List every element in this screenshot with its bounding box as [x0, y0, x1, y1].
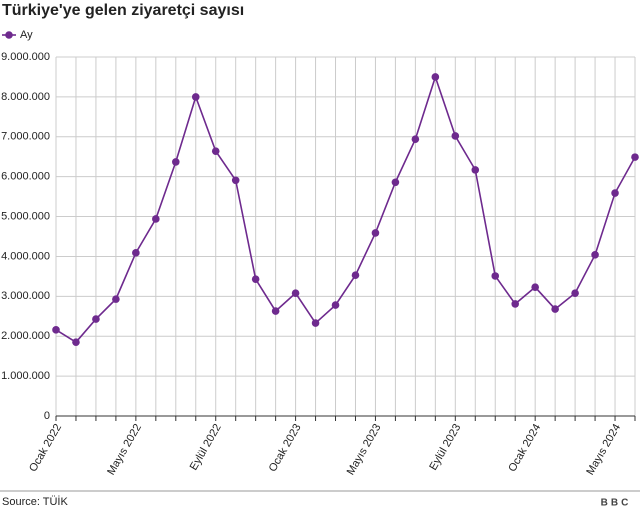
x-tick-label: Mayıs 2022 [105, 422, 144, 477]
source: Source: TÜİK [2, 495, 68, 508]
point [531, 283, 539, 291]
y-tick-label: 3.000.000 [1, 290, 50, 302]
legend-label: Ay [20, 29, 33, 41]
point [271, 307, 280, 315]
point [511, 300, 520, 308]
y-tick-label: 9.000.000 [1, 51, 50, 63]
point [72, 338, 80, 347]
x-tick-label: Mayıs 2024 [584, 422, 623, 477]
point [211, 147, 220, 155]
logo: BBC [601, 498, 632, 509]
point [92, 315, 100, 323]
y-tick-label: 7.000.000 [1, 131, 50, 143]
point [191, 93, 200, 101]
legend-marker [5, 31, 13, 39]
point [112, 295, 120, 303]
point [431, 73, 440, 81]
x-tick-label: Eylül 2023 [427, 422, 463, 472]
point [551, 305, 559, 313]
point [451, 132, 460, 140]
point [171, 158, 180, 166]
point [351, 271, 360, 279]
x-tick-label: Ocak 2024 [506, 422, 543, 474]
y-tick-label: 0 [44, 410, 50, 422]
point [311, 319, 320, 327]
point [132, 249, 140, 257]
point [371, 229, 380, 237]
y-tick-label: 2.000.000 [1, 330, 50, 342]
point [611, 189, 619, 197]
point [591, 251, 599, 259]
x-tick-label: Eylül 2022 [188, 422, 224, 472]
point [491, 272, 500, 280]
point [391, 178, 400, 187]
chart-title: Türkiye'ye gelen ziyaretçi sayısı [2, 2, 244, 19]
x-tick-label: Ocak 2022 [27, 422, 64, 474]
y-tick-label: 4.000.000 [1, 250, 50, 262]
y-tick-label: 8.000.000 [1, 91, 50, 103]
point [251, 275, 260, 283]
point [631, 153, 639, 161]
y-tick-label: 6.000.000 [1, 171, 50, 183]
point [471, 166, 480, 174]
x-tick-label: Ocak 2023 [267, 422, 304, 474]
series-line [55, 74, 636, 344]
point [331, 301, 340, 309]
point [291, 289, 300, 297]
point [411, 135, 420, 143]
logo-box [594, 496, 638, 509]
point [152, 215, 160, 223]
x-tick-label: Mayıs 2023 [345, 422, 384, 477]
y-tick-label: 1.000.000 [1, 370, 50, 382]
point [231, 176, 240, 185]
y-tick-label: 5.000.000 [1, 210, 50, 222]
point [52, 326, 60, 334]
point [571, 289, 579, 297]
